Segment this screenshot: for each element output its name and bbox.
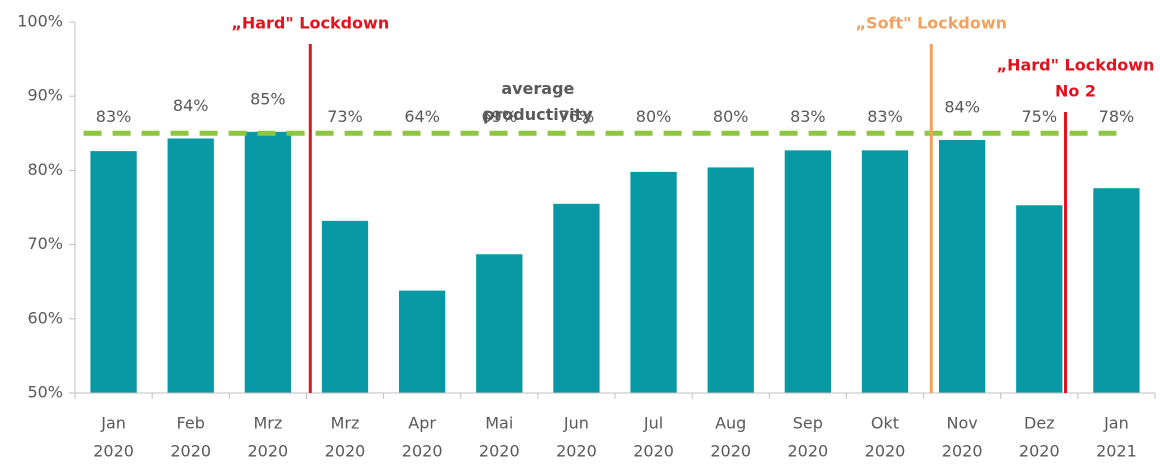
x-tick-label: 2020 xyxy=(556,442,597,461)
average-label: productivity xyxy=(483,105,593,124)
x-tick-label: 2020 xyxy=(479,442,520,461)
x-tick-label: 2020 xyxy=(865,442,906,461)
x-tick-label: Mai xyxy=(485,414,513,433)
value-label: 69% xyxy=(482,107,518,126)
bar xyxy=(553,203,600,393)
y-tick-label: 60% xyxy=(27,308,63,327)
x-tick-label: Apr xyxy=(408,414,436,433)
x-tick-label: Nov xyxy=(947,414,978,433)
annotation-label: „Hard" Lockdown xyxy=(997,56,1155,75)
bar xyxy=(244,131,291,394)
annotation-label: „Soft" Lockdown xyxy=(856,14,1007,33)
bar xyxy=(90,151,137,393)
y-tick-label: 80% xyxy=(27,160,63,179)
x-tick-label: 2020 xyxy=(93,442,134,461)
bar xyxy=(784,150,831,393)
bar xyxy=(399,290,446,393)
x-tick-label: Mrz xyxy=(331,414,360,433)
bar xyxy=(167,138,214,393)
x-tick-label: Jun xyxy=(563,414,589,433)
bar xyxy=(1016,205,1063,393)
bar xyxy=(939,139,986,393)
value-label: 80% xyxy=(636,107,672,126)
value-label: 73% xyxy=(327,107,363,126)
x-tick-label: Mrz xyxy=(253,414,282,433)
x-tick-label: 2020 xyxy=(247,442,288,461)
bar xyxy=(476,254,523,393)
bar xyxy=(861,150,909,393)
y-tick-label: 90% xyxy=(27,86,63,105)
y-tick-label: 50% xyxy=(27,383,63,402)
bar xyxy=(1093,188,1140,393)
value-label: 75% xyxy=(1022,107,1058,126)
average-label: average xyxy=(501,79,574,98)
x-tick-label: 2020 xyxy=(1019,442,1060,461)
value-label: 84% xyxy=(944,97,980,116)
x-tick-label: 2020 xyxy=(170,442,211,461)
x-tick-label: Jan xyxy=(1103,414,1129,433)
x-tick-label: 2020 xyxy=(710,442,751,461)
x-tick-label: 2021 xyxy=(1096,442,1137,461)
y-tick-label: 70% xyxy=(27,234,63,253)
x-tick-label: 2020 xyxy=(633,442,674,461)
x-tick-label: Feb xyxy=(177,414,205,433)
x-tick-label: Okt xyxy=(871,414,899,433)
value-label: 83% xyxy=(867,107,903,126)
x-tick-label: 2020 xyxy=(787,442,828,461)
annotation-label: „Hard" Lockdown xyxy=(231,14,389,33)
annotation-label: No 2 xyxy=(1055,82,1096,101)
value-label: 78% xyxy=(1099,107,1135,126)
bar xyxy=(630,171,677,393)
x-tick-label: 2020 xyxy=(325,442,366,461)
value-label: 80% xyxy=(713,107,749,126)
value-label: 84% xyxy=(173,96,209,115)
x-tick-label: 2020 xyxy=(402,442,443,461)
y-tick-label: 100% xyxy=(17,12,63,31)
x-tick-label: Aug xyxy=(715,414,746,433)
bar xyxy=(707,167,754,393)
x-tick-label: 2020 xyxy=(942,442,983,461)
bar xyxy=(321,220,369,393)
x-tick-label: Jul xyxy=(643,414,663,433)
value-label: 64% xyxy=(404,107,440,126)
x-tick-label: Sep xyxy=(793,414,823,433)
x-tick-label: Jan xyxy=(100,414,126,433)
x-tick-label: Dez xyxy=(1024,414,1055,433)
value-label: 76% xyxy=(559,107,595,126)
value-label: 83% xyxy=(790,107,826,126)
value-label: 83% xyxy=(96,107,132,126)
value-label: 85% xyxy=(250,89,286,108)
